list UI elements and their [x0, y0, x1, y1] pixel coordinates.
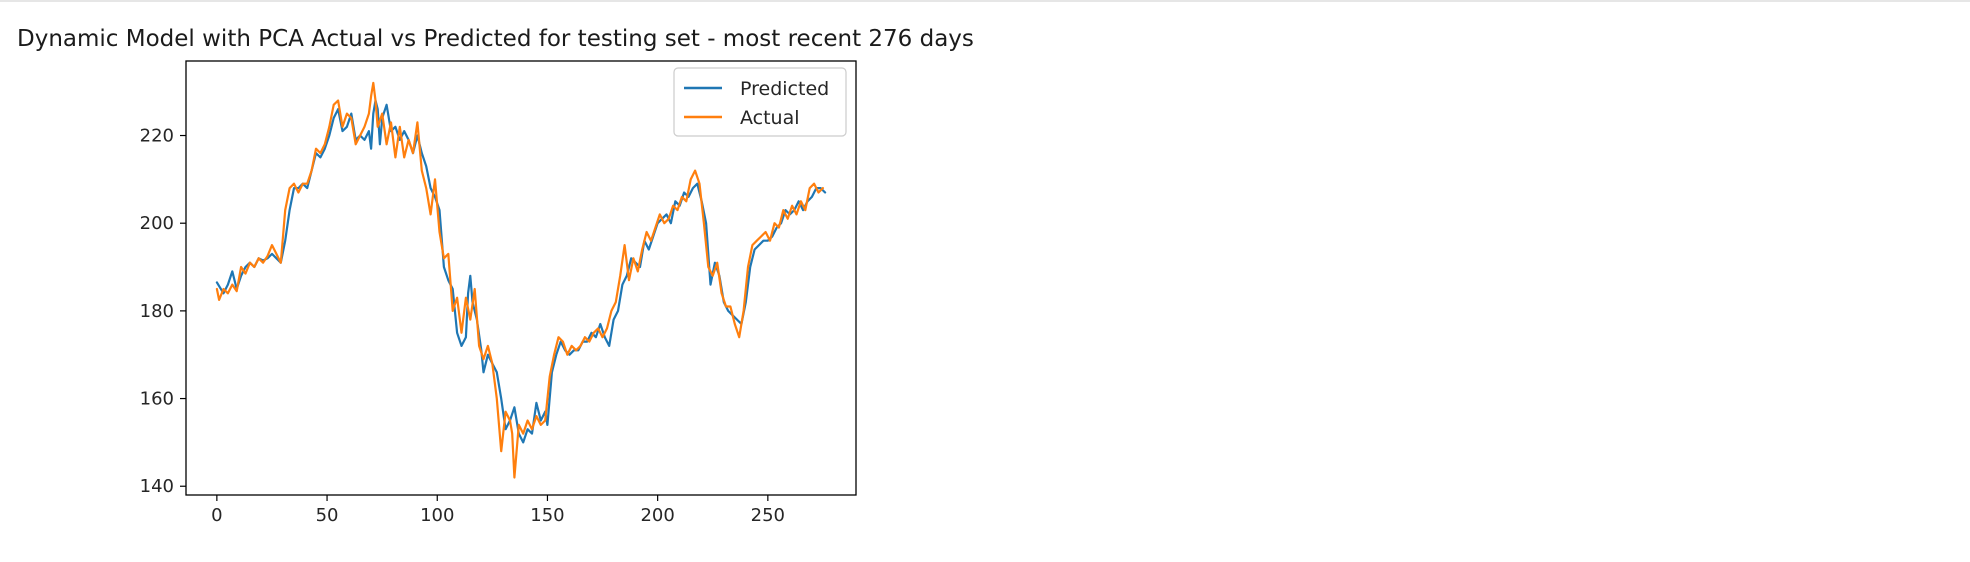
- axes-frame: [185, 60, 857, 496]
- x-tick-label: 0: [211, 505, 222, 526]
- legend-label-predicted: Predicted: [740, 78, 829, 100]
- series-line-actual: [215, 81, 824, 479]
- x-tick-label: 250: [751, 505, 785, 526]
- series-layer: [215, 81, 827, 479]
- legend-box: [673, 67, 847, 137]
- cell-top-divider: [0, 0, 1970, 2]
- y-tick-label: 160: [140, 389, 174, 410]
- axes-layer: [185, 60, 857, 496]
- y-tick-label: 180: [140, 301, 174, 322]
- x-tick-label: 200: [640, 505, 674, 526]
- legend: Predicted Actual: [673, 67, 847, 137]
- x-tick-label: 50: [316, 505, 339, 526]
- y-tick-label: 200: [140, 213, 174, 234]
- x-tick-label: 150: [530, 505, 564, 526]
- output-title: Dynamic Model with PCA Actual vs Predict…: [17, 26, 974, 52]
- x-tick-label: 100: [420, 505, 454, 526]
- y-tick-label: 220: [140, 126, 174, 147]
- legend-label-actual: Actual: [740, 107, 800, 129]
- y-tick-label: 140: [140, 476, 174, 497]
- ticks-layer: 0 50 100 150 200 250 140 160 180 200 220: [140, 126, 785, 526]
